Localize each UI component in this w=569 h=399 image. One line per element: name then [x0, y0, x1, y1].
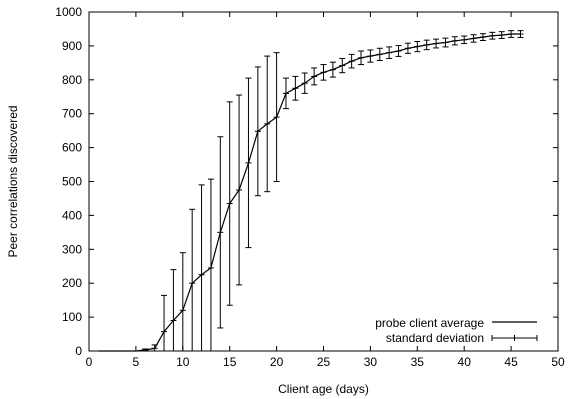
error-bar	[461, 35, 468, 45]
legend: probe client average standard deviation	[375, 316, 538, 345]
y-tick-label: 200	[62, 276, 82, 290]
error-bar	[179, 252, 186, 352]
plot-border	[88, 11, 559, 352]
error-bar	[329, 61, 336, 78]
x-tick-label: 40	[458, 355, 472, 369]
error-bar	[236, 94, 243, 286]
x-tick-label: 5	[133, 355, 140, 369]
y-axis-label: Peer correlations discovered	[6, 105, 20, 257]
error-bar	[442, 37, 449, 48]
y-tick-label: 900	[62, 39, 82, 53]
error-bar	[348, 53, 355, 69]
error-bar	[339, 57, 346, 74]
error-bar	[395, 45, 402, 57]
error-bar	[433, 38, 440, 49]
error-bar	[226, 101, 233, 306]
x-tick-label: 35	[411, 355, 425, 369]
error-bar	[170, 269, 177, 352]
y-tick-label: 0	[75, 344, 82, 358]
error-bar	[254, 66, 261, 197]
x-axis: 0 5 10 15 20 25 30 35 40 45 50	[86, 12, 565, 369]
x-tick-label: 0	[86, 355, 93, 369]
error-bar	[423, 39, 430, 51]
error-bar	[217, 136, 224, 329]
error-bar	[273, 52, 280, 182]
error-bar	[207, 178, 214, 352]
y-tick-label: 600	[62, 141, 82, 155]
error-bar	[282, 77, 289, 110]
error-bar	[386, 46, 393, 59]
error-bar	[292, 75, 299, 101]
y-tick-label: 700	[62, 107, 82, 121]
legend-label-stddev: standard deviation	[386, 331, 484, 345]
x-axis-label: Client age (days)	[278, 382, 369, 396]
error-bar	[264, 55, 271, 193]
y-tick-label: 400	[62, 208, 82, 222]
error-bar	[161, 294, 168, 352]
error-bar	[320, 64, 327, 81]
error-bar	[414, 40, 421, 53]
error-bar	[311, 67, 318, 86]
error-bar	[245, 77, 252, 249]
x-tick-label: 25	[317, 355, 331, 369]
error-bar	[376, 47, 383, 61]
x-tick-label: 50	[551, 355, 565, 369]
plot-frame	[88, 11, 559, 352]
error-bar	[189, 208, 196, 352]
error-bar	[451, 36, 458, 46]
y-tick-label: 100	[62, 310, 82, 324]
error-bar	[301, 72, 308, 94]
legend-label-average: probe client average	[375, 316, 484, 330]
y-tick-label: 500	[62, 175, 82, 189]
y-axis: 0 100 200 300 400 500 600 700 800 900 1000	[55, 5, 558, 358]
y-tick-label: 1000	[55, 5, 82, 19]
error-bar	[498, 31, 505, 39]
error-bar	[404, 42, 411, 54]
x-tick-label: 15	[223, 355, 237, 369]
plot-series	[95, 30, 524, 352]
x-tick-label: 10	[176, 355, 190, 369]
y-tick-label: 800	[62, 73, 82, 87]
error-bar	[198, 184, 205, 352]
y-tick-label: 300	[62, 242, 82, 256]
error-bar	[489, 31, 496, 40]
error-bar	[151, 344, 158, 352]
error-bar	[142, 348, 149, 352]
error-bar	[367, 49, 374, 63]
error-bar	[470, 34, 477, 43]
x-tick-label: 45	[504, 355, 518, 369]
x-tick-label: 20	[270, 355, 284, 369]
error-bar	[358, 50, 365, 66]
error-bar	[517, 30, 524, 38]
x-tick-label: 30	[364, 355, 378, 369]
error-bar	[508, 30, 515, 38]
error-bar	[479, 33, 486, 41]
series-line-average	[98, 33, 521, 352]
